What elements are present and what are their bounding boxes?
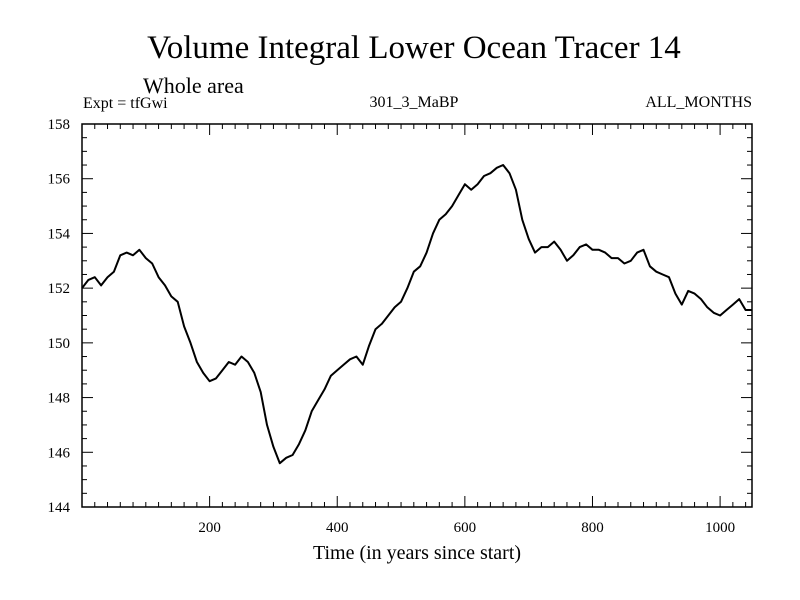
x-tick-label: 800 [581, 520, 604, 536]
x-tick-label: 1000 [705, 520, 735, 536]
x-tick-label: 600 [454, 520, 477, 536]
chart-subtitle: Whole area [143, 73, 244, 98]
y-tick-label: 146 [48, 445, 71, 461]
y-tick-label: 148 [48, 391, 71, 407]
series-line [81, 164, 752, 465]
x-axis-label: Time (in years since start) [313, 542, 521, 564]
x-tick-label: 400 [326, 520, 349, 536]
y-tick-label: 150 [48, 336, 71, 352]
y-tick-label: 144 [48, 500, 71, 516]
run-id-label: 301_3_MaBP [370, 94, 459, 111]
tick-labels: 200 400 600 800 1000 144 146 148 150 152 154 156 158 [48, 117, 736, 536]
y-tick-label: 152 [48, 281, 71, 297]
y-tick-label: 156 [48, 172, 71, 188]
experiment-label: Expt = tfGwi [83, 95, 168, 112]
chart-title: Volume Integral Lower Ocean Tracer 14 [147, 30, 681, 66]
y-tick-label: 158 [48, 117, 71, 133]
y-tick-label: 154 [48, 226, 71, 242]
plot-frame [81, 123, 753, 508]
axis-ticks [82, 123, 752, 508]
months-label: ALL_MONTHS [645, 94, 752, 111]
x-tick-label: 200 [198, 520, 221, 536]
